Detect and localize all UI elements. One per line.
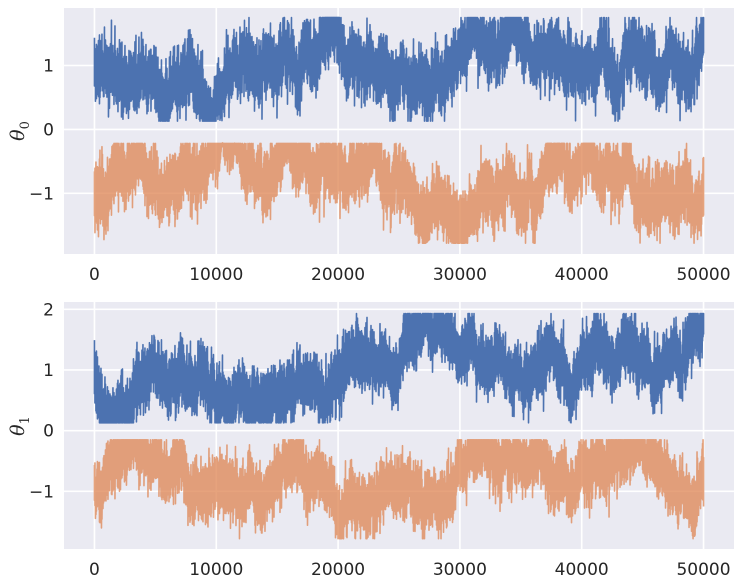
ytick-labels: 1 0 −1: [29, 57, 54, 205]
x-tick-label: 30000: [433, 265, 487, 285]
y-axis-label-subscript: 0: [18, 121, 33, 129]
x-tick-label: 50000: [676, 560, 730, 580]
y-tick-label: 0: [43, 120, 54, 140]
y-axis-label: θ1: [7, 416, 33, 436]
y-axis-label-subscript: 1: [18, 416, 33, 424]
y-axis-label-symbol: θ: [7, 129, 29, 141]
series-layer: [93, 16, 705, 244]
y-axis-label-symbol: θ: [7, 424, 29, 436]
xtick-labels: 0 10000 20000 30000 40000 50000: [89, 265, 731, 285]
y-tick-label: 2: [43, 300, 54, 320]
xtick-labels: 0 10000 20000 30000 40000 50000: [89, 560, 731, 580]
chain-trace-blue: [93, 312, 705, 424]
x-tick-label: 10000: [189, 560, 243, 580]
y-tick-label: −1: [29, 184, 54, 204]
chain-trace-orange: [93, 142, 705, 244]
y-tick-label: 0: [43, 422, 54, 442]
chain-trace-blue: [93, 16, 705, 122]
y-tick-label: −1: [29, 482, 54, 502]
y-tick-label: 1: [43, 361, 54, 381]
panel-theta0: 10−1 0 10000 20000 30000 40000 50000 θ0: [7, 8, 734, 285]
y-axis-label: θ0: [7, 121, 33, 141]
x-tick-label: 30000: [433, 560, 487, 580]
panel-theta1: 210−1 0 10000 20000 30000 40000 50000 θ1: [7, 300, 734, 580]
y-tick-label: 1: [43, 57, 54, 77]
x-tick-label: 0: [89, 560, 100, 580]
x-tick-label: 50000: [676, 265, 730, 285]
ytick-labels: 2 1 0 −1: [29, 300, 54, 502]
x-tick-label: 40000: [555, 560, 609, 580]
x-tick-label: 20000: [311, 560, 365, 580]
x-tick-label: 40000: [555, 265, 609, 285]
x-tick-label: 10000: [189, 265, 243, 285]
x-tick-label: 0: [89, 265, 100, 285]
series-layer: [93, 312, 705, 540]
chain-trace-orange: [93, 438, 705, 540]
x-tick-label: 20000: [311, 265, 365, 285]
